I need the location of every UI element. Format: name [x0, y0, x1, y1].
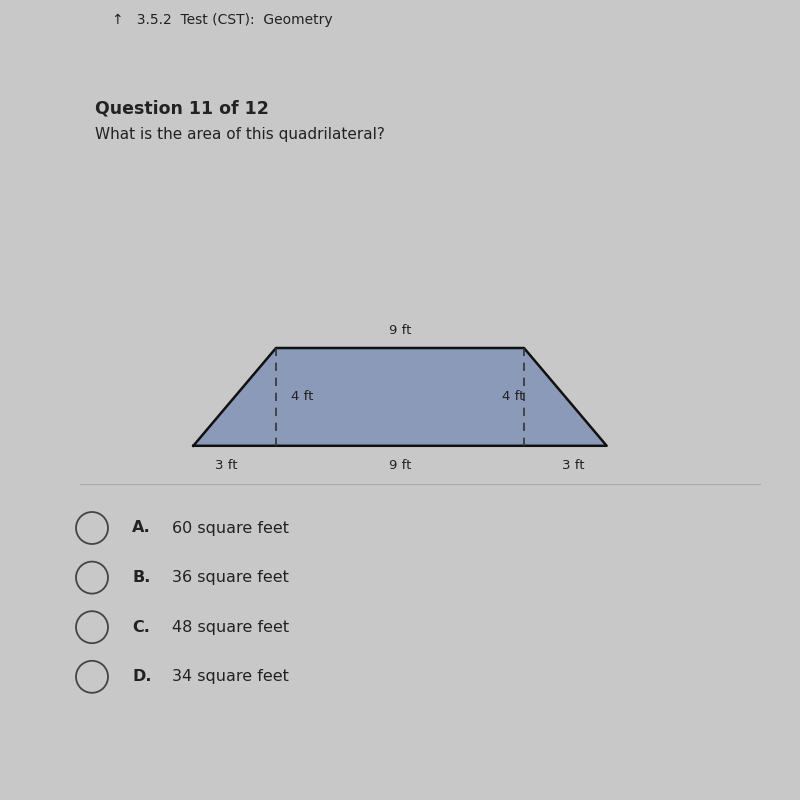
- Text: 9 ft: 9 ft: [389, 324, 411, 337]
- Text: 3 ft: 3 ft: [562, 459, 585, 472]
- Text: B.: B.: [132, 570, 150, 585]
- Text: 4 ft: 4 ft: [291, 390, 314, 403]
- Text: 3 ft: 3 ft: [215, 459, 238, 472]
- Text: C.: C.: [132, 620, 150, 634]
- Text: 9 ft: 9 ft: [389, 459, 411, 472]
- Text: D.: D.: [132, 670, 151, 684]
- Text: 36 square feet: 36 square feet: [172, 570, 289, 585]
- Text: Question 11 of 12: Question 11 of 12: [95, 100, 269, 118]
- Text: ↑   3.5.2  Test (CST):  Geometry: ↑ 3.5.2 Test (CST): Geometry: [112, 13, 333, 26]
- Text: What is the area of this quadrilateral?: What is the area of this quadrilateral?: [95, 127, 385, 142]
- Text: 60 square feet: 60 square feet: [172, 521, 289, 535]
- Text: 34 square feet: 34 square feet: [172, 670, 289, 684]
- Text: 48 square feet: 48 square feet: [172, 620, 289, 634]
- Text: 4 ft: 4 ft: [502, 390, 524, 403]
- Text: A.: A.: [132, 521, 150, 535]
- Polygon shape: [194, 348, 606, 446]
